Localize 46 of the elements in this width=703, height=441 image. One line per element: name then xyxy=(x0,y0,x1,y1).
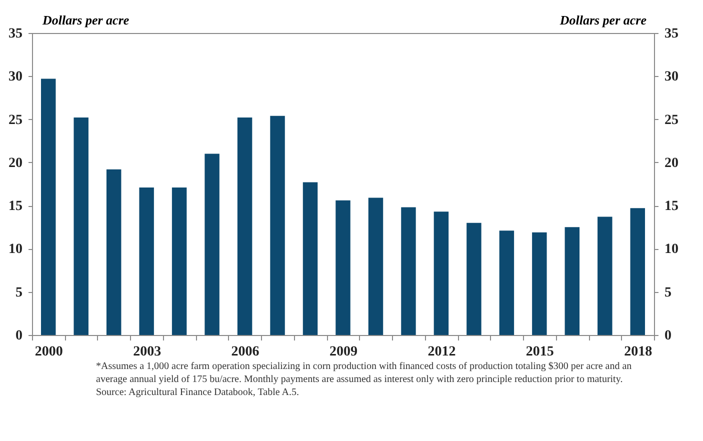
y2-tick-label: 15 xyxy=(664,199,678,214)
y2-tick-label: 5 xyxy=(664,285,672,300)
bar xyxy=(499,230,514,335)
y-tick-label: 5 xyxy=(16,285,22,300)
x-tick-label: 2000 xyxy=(34,344,63,360)
source-note: Source: Agricultural Finance Databook, Table A.5. xyxy=(96,386,300,399)
y-tick-label: 30 xyxy=(8,70,22,85)
bar xyxy=(302,182,318,335)
bar xyxy=(466,222,482,335)
bar xyxy=(106,169,122,335)
bar xyxy=(401,207,416,335)
text: *Assumes a 1,000 acre farm operation specializing in corn production with financed costs of production totaling $300 per acre and an average annual yield of 175 bu/acre. Monthly payments are assumed as interest only with zero principle reduction prior to maturity. xyxy=(96,360,633,386)
y-tick-label: 25 xyxy=(8,112,22,128)
bar xyxy=(434,212,449,335)
y2-tick-label: 30 xyxy=(664,70,678,85)
bar xyxy=(237,118,252,335)
x-tick-label: 2018 xyxy=(624,344,652,360)
x-tick-label: 2009 xyxy=(330,344,358,360)
y2-tick-label: 0 xyxy=(664,328,672,344)
y-tick-label: 20 xyxy=(8,156,22,171)
x-tick-label: 2012 xyxy=(428,344,456,360)
y-tick-label: 10 xyxy=(8,242,22,258)
bar xyxy=(598,216,612,335)
bar xyxy=(532,232,547,335)
bar xyxy=(139,187,154,335)
y-tick-label: 0 xyxy=(16,328,22,344)
x-tick-label: 2003 xyxy=(133,344,162,360)
y-tick-label: 15 xyxy=(8,199,22,214)
y2-tick-label: 20 xyxy=(664,156,678,171)
x-tick-label: 2015 xyxy=(526,344,554,360)
y-axis-title: Dollars per acre xyxy=(42,12,130,28)
bar xyxy=(630,208,645,335)
bar xyxy=(368,198,384,335)
bar xyxy=(41,78,56,335)
y2-tick-label: 10 xyxy=(664,242,678,258)
bar xyxy=(172,187,187,335)
x-tick-label: 2006 xyxy=(231,344,260,360)
y-tick-label: 35 xyxy=(8,26,22,42)
bar xyxy=(204,154,220,335)
bar xyxy=(336,200,350,335)
bar xyxy=(564,227,580,335)
y2-tick-label: 25 xyxy=(664,112,678,128)
bar xyxy=(74,118,88,335)
bar xyxy=(270,116,285,335)
y2-axis-title: Dollars per acre xyxy=(558,12,647,28)
y2-tick-label: 35 xyxy=(664,26,678,42)
